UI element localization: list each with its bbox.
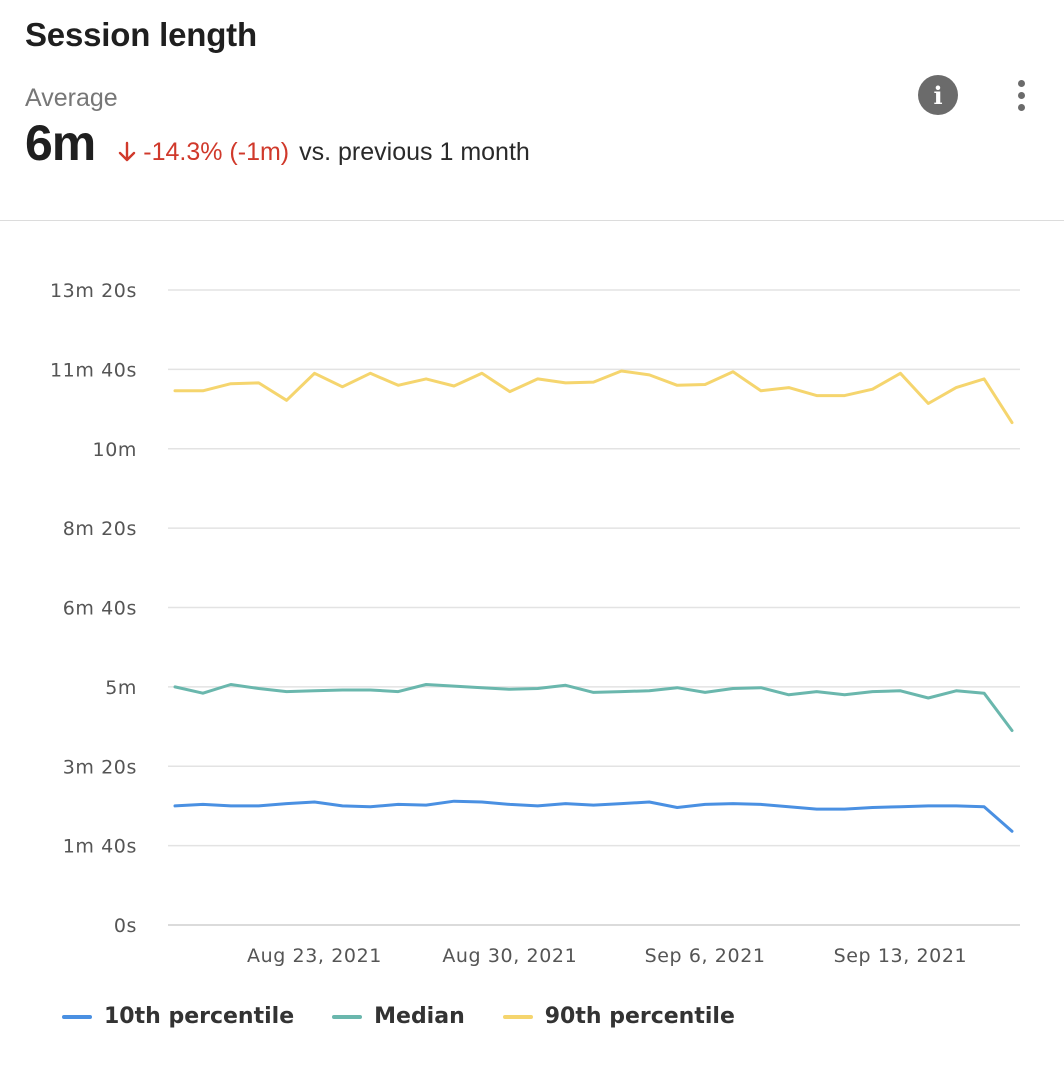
more-dot — [1017, 103, 1025, 111]
delta-indicator: -14.3% (-1m) — [117, 138, 289, 167]
line-chart: 0s 1m 40s 3m 20s 5m 6m 40s 8m 20s 10m 11m 40s 13… — [50, 280, 1020, 967]
legend-label: Median — [374, 1004, 465, 1029]
y-tick-label: 11m 40s — [50, 359, 137, 381]
arrow-down-icon — [119, 141, 136, 162]
chart-title: Session length — [25, 16, 257, 53]
y-tick-label: 3m 20s — [63, 756, 137, 778]
info-icon[interactable]: i — [918, 75, 958, 115]
x-tick-label: Sep 6, 2021 — [645, 945, 766, 967]
y-tick-label: 1m 40s — [63, 836, 137, 858]
legend-item[interactable]: 90th percentile — [502, 1004, 735, 1029]
comparison-text: vs. previous 1 month — [299, 138, 530, 166]
legend-label: 10th percentile — [104, 1004, 295, 1029]
delta-text: -14.3% (-1m) — [143, 138, 290, 166]
average-label: Average — [25, 84, 118, 112]
chart-legend: 10th percentile Median 90th percentile — [62, 1004, 773, 1029]
x-tick-label: Sep 13, 2021 — [834, 945, 968, 967]
y-tick-label: 6m 40s — [63, 598, 137, 620]
legend-item[interactable]: Median — [332, 1004, 465, 1029]
y-tick-label: 10m — [93, 439, 138, 461]
legend-label: 90th percentile — [544, 1004, 735, 1029]
y-tick-label: 0s — [114, 915, 137, 937]
legend-swatch — [332, 1014, 363, 1019]
series-line-90th-percentile — [173, 369, 1014, 425]
x-tick-label: Aug 23, 2021 — [247, 945, 382, 967]
series-line-median — [173, 683, 1014, 732]
more-dot — [1017, 91, 1025, 99]
series-line-10th-percentile — [173, 799, 1014, 833]
more-vertical-icon[interactable] — [1008, 75, 1034, 115]
legend-item[interactable]: 10th percentile — [62, 1004, 294, 1029]
header-divider — [0, 220, 1064, 221]
more-dot — [1017, 79, 1025, 87]
legend-swatch — [62, 1014, 92, 1019]
info-glyph: i — [933, 80, 943, 110]
y-tick-label: 8m 20s — [63, 518, 137, 540]
y-tick-label: 13m 20s — [50, 280, 137, 302]
y-tick-label: 5m — [105, 677, 137, 699]
legend-swatch — [502, 1014, 533, 1019]
average-value: 6m — [25, 115, 96, 171]
x-tick-label: Aug 30, 2021 — [442, 945, 577, 967]
summary-row: 6m -14.3% (-1m) vs. previous 1 month — [25, 114, 530, 172]
